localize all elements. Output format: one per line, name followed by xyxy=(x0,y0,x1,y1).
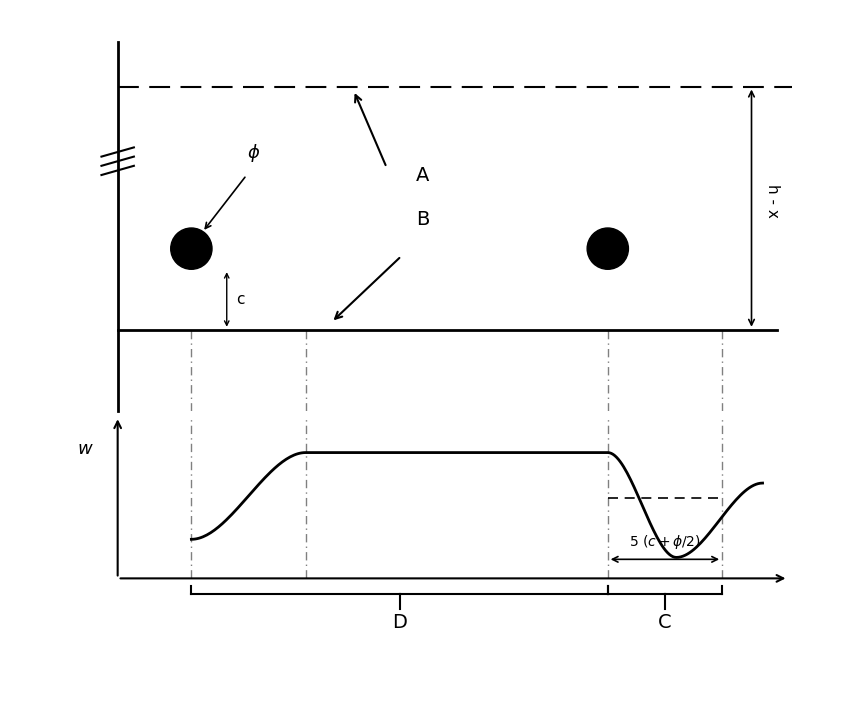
Text: B: B xyxy=(417,210,429,229)
Ellipse shape xyxy=(587,228,628,269)
Ellipse shape xyxy=(171,228,212,269)
Text: w: w xyxy=(77,440,92,458)
Text: D: D xyxy=(393,612,407,632)
Text: C: C xyxy=(658,612,672,632)
Text: $\phi$: $\phi$ xyxy=(248,142,261,164)
Text: A: A xyxy=(417,166,429,185)
Text: h - x: h - x xyxy=(764,184,780,218)
Text: c: c xyxy=(237,292,245,307)
Text: $5\ (c + \phi/2)$: $5\ (c + \phi/2)$ xyxy=(629,532,701,551)
